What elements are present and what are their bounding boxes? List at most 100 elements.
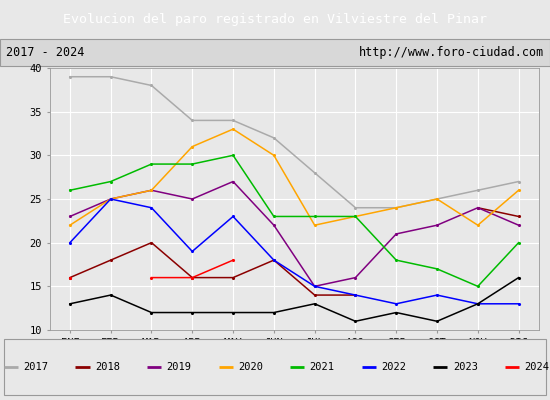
2018 bbox=[148, 240, 155, 245]
2017 bbox=[434, 196, 441, 201]
Text: 2023: 2023 bbox=[453, 362, 478, 372]
2018 bbox=[67, 275, 73, 280]
2023 bbox=[352, 319, 359, 324]
2019 bbox=[393, 232, 399, 236]
Text: 2020: 2020 bbox=[238, 362, 263, 372]
2020 bbox=[515, 188, 522, 193]
2022 bbox=[189, 249, 196, 254]
FancyBboxPatch shape bbox=[0, 39, 550, 66]
2023 bbox=[515, 275, 522, 280]
2017 bbox=[515, 179, 522, 184]
2021 bbox=[393, 258, 399, 262]
2022 bbox=[107, 196, 114, 201]
2017 bbox=[311, 170, 318, 175]
2019 bbox=[230, 179, 236, 184]
2018 bbox=[189, 275, 196, 280]
2019 bbox=[475, 205, 481, 210]
2019 bbox=[107, 196, 114, 201]
2018 bbox=[352, 293, 359, 298]
2021 bbox=[434, 266, 441, 271]
Text: 2019: 2019 bbox=[167, 362, 191, 372]
2020 bbox=[271, 153, 277, 158]
2020 bbox=[352, 214, 359, 219]
Text: 2018: 2018 bbox=[95, 362, 120, 372]
2022 bbox=[230, 214, 236, 219]
Text: 2017: 2017 bbox=[24, 362, 48, 372]
FancyBboxPatch shape bbox=[4, 339, 546, 395]
2017 bbox=[230, 118, 236, 123]
2017 bbox=[475, 188, 481, 193]
2019 bbox=[311, 284, 318, 289]
Line: 2023: 2023 bbox=[68, 276, 520, 323]
2019 bbox=[67, 214, 73, 219]
2023 bbox=[67, 302, 73, 306]
2022 bbox=[311, 284, 318, 289]
Text: 2024: 2024 bbox=[524, 362, 549, 372]
2021 bbox=[352, 214, 359, 219]
Line: 2018: 2018 bbox=[68, 241, 357, 297]
2021 bbox=[515, 240, 522, 245]
2022 bbox=[148, 205, 155, 210]
Text: Evolucion del paro registrado en Vilviestre del Pinar: Evolucion del paro registrado en Vilvies… bbox=[63, 12, 487, 26]
Text: 2022: 2022 bbox=[381, 362, 406, 372]
2023 bbox=[434, 319, 441, 324]
2021 bbox=[148, 162, 155, 166]
2020 bbox=[434, 196, 441, 201]
2022 bbox=[475, 302, 481, 306]
2020 bbox=[475, 223, 481, 228]
2017 bbox=[393, 205, 399, 210]
2023 bbox=[230, 310, 236, 315]
Line: 2021: 2021 bbox=[68, 154, 520, 288]
2017 bbox=[189, 118, 196, 123]
2020 bbox=[107, 196, 114, 201]
2021 bbox=[311, 214, 318, 219]
Line: 2020: 2020 bbox=[68, 127, 520, 227]
2022 bbox=[352, 293, 359, 298]
2019 bbox=[271, 223, 277, 228]
Line: 2019: 2019 bbox=[68, 180, 520, 288]
2017 bbox=[271, 136, 277, 140]
Text: 2017 - 2024: 2017 - 2024 bbox=[6, 46, 84, 59]
2023 bbox=[148, 310, 155, 315]
2021 bbox=[67, 188, 73, 193]
2017 bbox=[67, 74, 73, 79]
Line: 2017: 2017 bbox=[68, 75, 520, 210]
2020 bbox=[230, 127, 236, 132]
2020 bbox=[67, 223, 73, 228]
Line: 2022: 2022 bbox=[68, 197, 520, 306]
2018 bbox=[271, 258, 277, 262]
2022 bbox=[393, 302, 399, 306]
2022 bbox=[67, 240, 73, 245]
2023 bbox=[271, 310, 277, 315]
2023 bbox=[475, 302, 481, 306]
2021 bbox=[107, 179, 114, 184]
2018 bbox=[311, 293, 318, 298]
2023 bbox=[189, 310, 196, 315]
2020 bbox=[148, 188, 155, 193]
2020 bbox=[311, 223, 318, 228]
2023 bbox=[311, 302, 318, 306]
2023 bbox=[107, 293, 114, 298]
Text: 2021: 2021 bbox=[310, 362, 335, 372]
2021 bbox=[189, 162, 196, 166]
2022 bbox=[434, 293, 441, 298]
2022 bbox=[271, 258, 277, 262]
2021 bbox=[475, 284, 481, 289]
2020 bbox=[393, 205, 399, 210]
2017 bbox=[107, 74, 114, 79]
2021 bbox=[271, 214, 277, 219]
2019 bbox=[148, 188, 155, 193]
2018 bbox=[230, 275, 236, 280]
2019 bbox=[515, 223, 522, 228]
Text: http://www.foro-ciudad.com: http://www.foro-ciudad.com bbox=[359, 46, 544, 59]
2019 bbox=[434, 223, 441, 228]
2023 bbox=[393, 310, 399, 315]
2022 bbox=[515, 302, 522, 306]
2019 bbox=[189, 196, 196, 201]
2017 bbox=[148, 83, 155, 88]
2020 bbox=[189, 144, 196, 149]
2021 bbox=[230, 153, 236, 158]
2017 bbox=[352, 205, 359, 210]
2018 bbox=[107, 258, 114, 262]
2019 bbox=[352, 275, 359, 280]
